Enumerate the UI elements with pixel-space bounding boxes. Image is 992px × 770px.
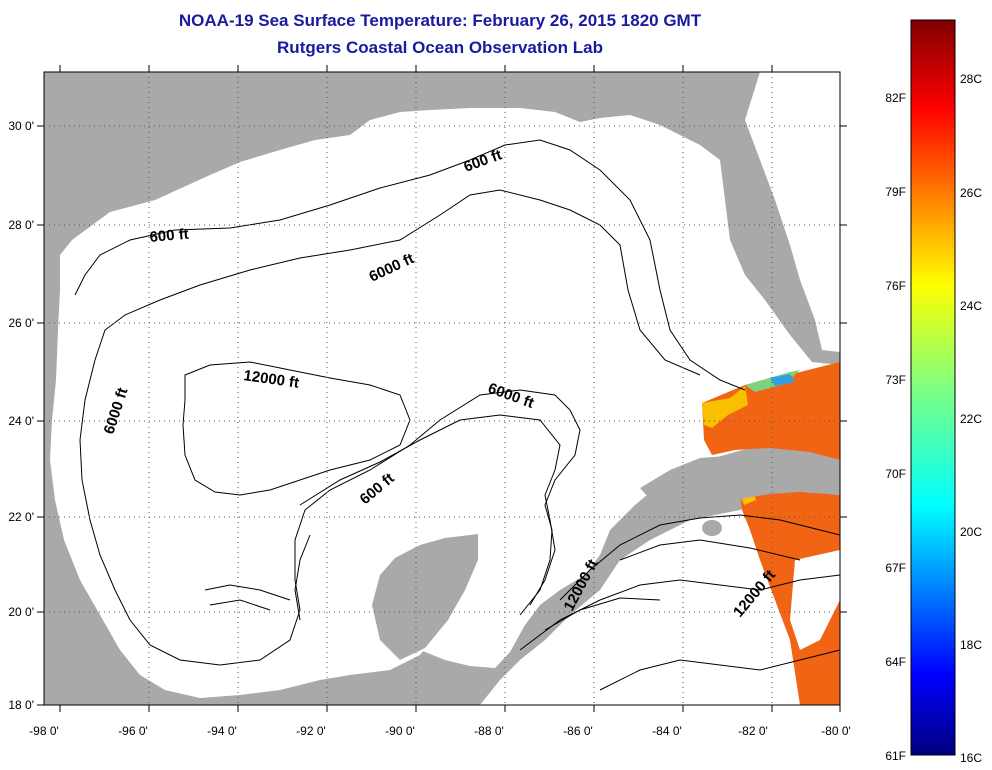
lon-label: -88 0' [474, 724, 504, 738]
contour-12000ft [182, 361, 411, 496]
lat-label: 28 0' [8, 218, 34, 232]
colorbar-fahrenheit-label: 70F [885, 467, 906, 481]
contour-600ft-east [299, 414, 561, 606]
lon-label: -92 0' [296, 724, 326, 738]
colorbar-fahrenheit-label: 73F [885, 373, 906, 387]
lat-label: 22 0' [8, 510, 34, 524]
colorbar-celsius-label: 16C [960, 751, 982, 765]
gulf-water [50, 108, 840, 698]
lon-label: -94 0' [207, 724, 237, 738]
lon-label: -90 0' [385, 724, 415, 738]
colorbar-celsius-label: 26C [960, 186, 982, 200]
colorbar-fahrenheit-label: 61F [885, 749, 906, 763]
colorbar-celsius-label: 22C [960, 412, 982, 426]
map-frame [43, 71, 841, 706]
contour-12000ft-carib [559, 514, 840, 601]
map-subtitle: Rutgers Coastal Ocean Observation Lab [277, 38, 603, 57]
lat-label: 20 0' [8, 605, 34, 619]
lon-label: -80 0' [821, 724, 851, 738]
yucatan [372, 534, 478, 660]
colorbar-fahrenheit-label: 79F [885, 185, 906, 199]
lat-label: 24 0' [8, 414, 34, 428]
colorbar-fahrenheit-label: 82F [885, 91, 906, 105]
colorbar-fahrenheit-label: 64F [885, 655, 906, 669]
lon-label: -84 0' [652, 724, 682, 738]
colorbar-celsius-label: 24C [960, 299, 982, 313]
colorbar-fahrenheit-label: 67F [885, 561, 906, 575]
lon-label: -86 0' [563, 724, 593, 738]
map-title: NOAA-19 Sea Surface Temperature: Februar… [178, 11, 702, 30]
contour-6000ft-west [79, 359, 581, 666]
colorbar-celsius-label: 18C [960, 638, 982, 652]
lat-label: 18 0' [8, 698, 34, 712]
cuba [640, 455, 840, 515]
lat-label: 26 0' [8, 316, 34, 330]
contour-600ft [74, 139, 746, 391]
colorbar-celsius-label: 20C [960, 525, 982, 539]
lon-label: -96 0' [118, 724, 148, 738]
sst-caribbean [740, 490, 840, 705]
contour-6000ft [94, 189, 701, 376]
lon-label: -98 0' [29, 724, 59, 738]
lat-label: 30 0' [8, 119, 34, 133]
sst-florida-straits [702, 362, 840, 460]
colorbar-fahrenheit-label: 76F [885, 279, 906, 293]
colorbar [910, 19, 956, 756]
colorbar-celsius-label: 28C [960, 72, 982, 86]
atlantic-water [745, 72, 840, 352]
contour-label: 600 ft [149, 226, 190, 246]
lon-label: -82 0' [738, 724, 768, 738]
